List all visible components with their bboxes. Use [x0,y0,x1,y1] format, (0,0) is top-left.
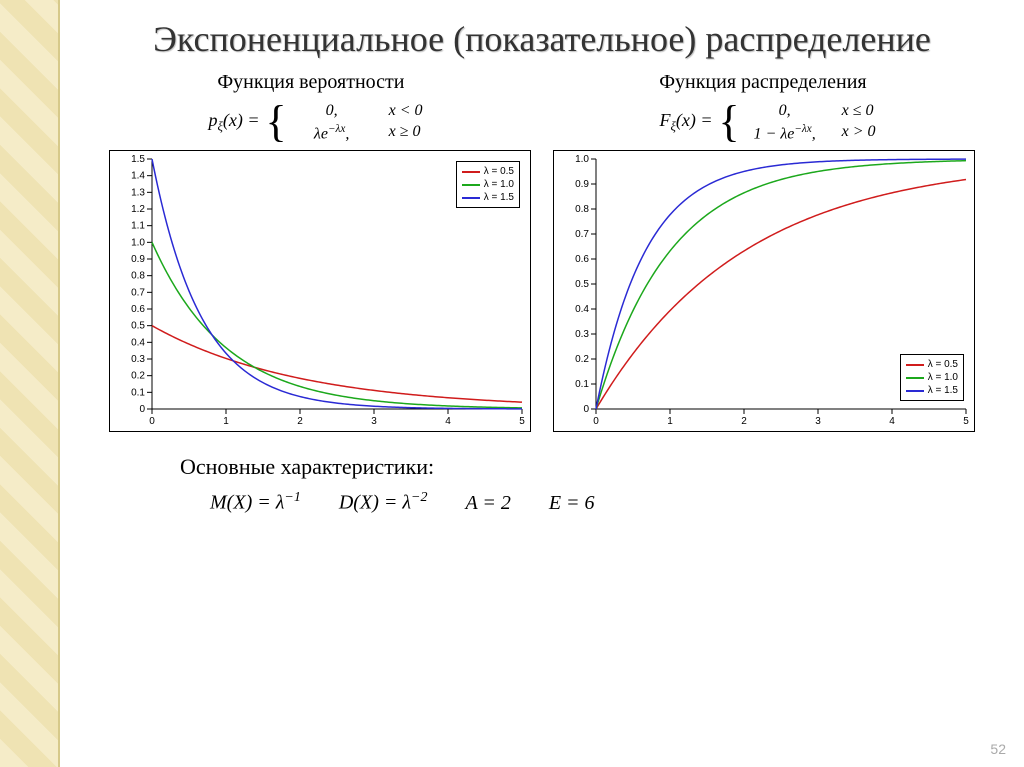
svg-text:0: 0 [593,416,599,427]
svg-text:0.9: 0.9 [575,179,589,190]
brace-icon: { [719,100,740,144]
svg-text:0.3: 0.3 [575,329,589,340]
char-dx: D(X) = λ−2 [339,490,428,515]
characteristics-row: M(X) = λ−1 D(X) = λ−2 A = 2 E = 6 [210,490,994,515]
svg-text:1.2: 1.2 [131,204,145,215]
svg-text:4: 4 [445,416,451,427]
svg-text:0.2: 0.2 [131,371,145,382]
cdf-subtitle: Функция распределения [659,71,866,94]
svg-text:0.7: 0.7 [131,288,145,299]
brace-icon: { [266,100,287,144]
svg-text:1.5: 1.5 [131,154,145,165]
svg-text:0.1: 0.1 [131,388,145,399]
legend-label: λ = 1.0 [928,371,958,384]
legend-label: λ = 1.5 [484,191,514,204]
legend-label: λ = 0.5 [928,358,958,371]
legend-row: λ = 0.5 [462,165,514,178]
legend-row: λ = 0.5 [906,358,958,371]
svg-text:0.4: 0.4 [575,304,589,315]
slide-title: Экспоненциальное (показательное) распред… [90,18,994,61]
svg-text:0.9: 0.9 [131,254,145,265]
legend-swatch [906,364,924,366]
cdf-case2-cond: x > 0 [842,123,876,143]
legend-swatch [462,184,480,186]
legend-swatch [906,390,924,392]
char-e: E = 6 [549,492,595,515]
svg-text:0.8: 0.8 [131,271,145,282]
formula-row: pξ(x) = { 0, x < 0 λe−λx, x ≥ 0 Fξ(x) = { … [90,100,994,144]
svg-text:0: 0 [583,404,589,415]
pdf-lhs: pξ(x) = [208,110,259,135]
legend-row: λ = 1.5 [906,384,958,397]
pdf-formula: pξ(x) = { 0, x < 0 λe−λx, x ≥ 0 [208,100,422,144]
svg-text:1.0: 1.0 [575,154,589,165]
svg-text:0.4: 0.4 [131,338,145,349]
cdf-case2-val: 1 − λe−λx, [746,123,824,143]
legend-label: λ = 1.5 [928,384,958,397]
svg-text:0.2: 0.2 [575,354,589,365]
svg-text:5: 5 [519,416,525,427]
svg-text:1.4: 1.4 [131,171,145,182]
charts-row: 0 1 2 3 4 5 0 0.1 0.2 0.3 0.4 0.5 0.6 0.7 0.8 0.9 1.0 1.1… [90,150,994,432]
pdf-case1-val: 0, [293,102,371,120]
svg-text:0.6: 0.6 [131,304,145,315]
svg-text:4: 4 [889,416,895,427]
cdf-chart: 0 1 2 3 4 5 0 0.1 0.2 0.3 0.4 0.5 0.6 0.7 0.8 0.9 1.0 λ =… [553,150,975,432]
cdf-case1-val: 0, [746,102,824,120]
slide-content: Экспоненциальное (показательное) распред… [60,0,1024,767]
svg-text:5: 5 [963,416,969,427]
svg-text:0: 0 [139,404,145,415]
legend-label: λ = 0.5 [484,165,514,178]
legend-swatch [906,377,924,379]
svg-text:2: 2 [297,416,303,427]
svg-text:0.8: 0.8 [575,204,589,215]
pdf-chart: 0 1 2 3 4 5 0 0.1 0.2 0.3 0.4 0.5 0.6 0.7 0.8 0.9 1.0 1.1… [109,150,531,432]
cdf-case1-cond: x ≤ 0 [842,102,874,120]
pdf-case2-cond: x ≥ 0 [389,123,421,143]
subtitle-row: Функция вероятности Функция распределени… [90,71,994,94]
char-a: A = 2 [465,492,510,515]
svg-text:2: 2 [741,416,747,427]
svg-text:1: 1 [223,416,229,427]
svg-text:0: 0 [149,416,155,427]
pdf-case1-cond: x < 0 [389,102,423,120]
page-number: 52 [990,741,1006,757]
svg-text:0.3: 0.3 [131,354,145,365]
legend-row: λ = 1.0 [906,371,958,384]
svg-text:1.1: 1.1 [131,221,145,232]
characteristics-heading: Основные характеристики: [180,454,994,480]
svg-text:1.0: 1.0 [131,238,145,249]
legend-row: λ = 1.0 [462,178,514,191]
pdf-cases: 0, x < 0 λe−λx, x ≥ 0 [293,102,423,143]
chart-legend: λ = 0.5λ = 1.0λ = 1.5 [900,354,964,401]
svg-text:1.3: 1.3 [131,188,145,199]
svg-text:0.5: 0.5 [575,279,589,290]
svg-text:3: 3 [371,416,377,427]
svg-text:1: 1 [667,416,673,427]
svg-text:0.7: 0.7 [575,229,589,240]
legend-label: λ = 1.0 [484,178,514,191]
legend-swatch [462,171,480,173]
cdf-lhs: Fξ(x) = [659,110,712,135]
svg-text:0.5: 0.5 [131,321,145,332]
cdf-cases: 0, x ≤ 0 1 − λe−λx, x > 0 [746,102,876,143]
pdf-subtitle: Функция вероятности [217,71,404,94]
svg-text:0.6: 0.6 [575,254,589,265]
chart-legend: λ = 0.5λ = 1.0λ = 1.5 [456,161,520,208]
cdf-formula: Fξ(x) = { 0, x ≤ 0 1 − λe−λx, x > 0 [659,100,875,144]
pdf-case2-val: λe−λx, [293,123,371,143]
svg-text:0.1: 0.1 [575,379,589,390]
char-mx: M(X) = λ−1 [210,490,301,515]
legend-row: λ = 1.5 [462,191,514,204]
decorative-sidebar [0,0,60,767]
legend-swatch [462,197,480,199]
svg-text:3: 3 [815,416,821,427]
